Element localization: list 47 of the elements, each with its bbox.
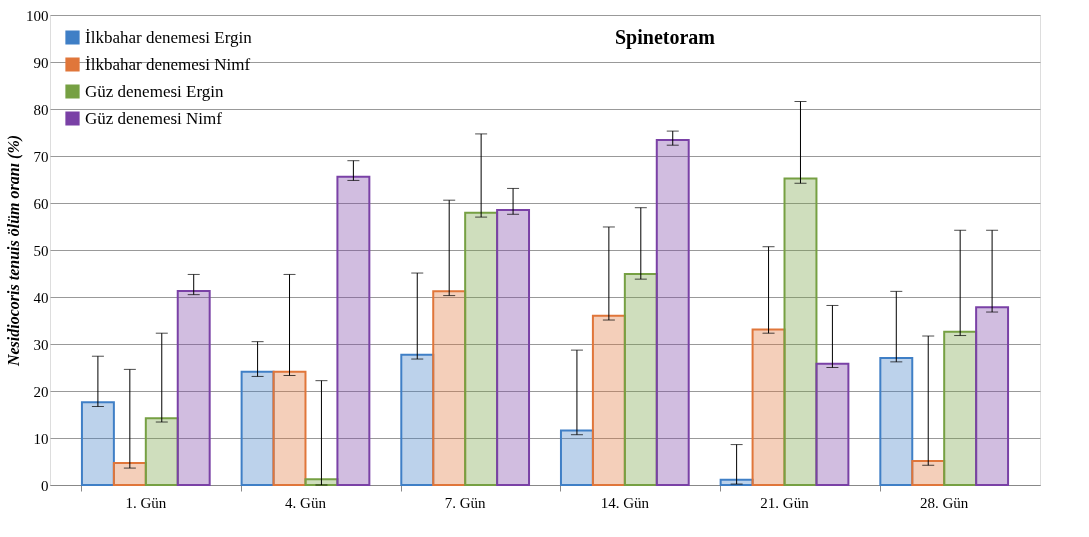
bar xyxy=(975,306,1010,486)
bar xyxy=(272,370,307,486)
bar xyxy=(655,139,690,486)
bar xyxy=(815,362,850,486)
y-tick-label: 80 xyxy=(33,101,49,118)
bar xyxy=(112,461,147,486)
bar xyxy=(623,272,658,486)
y-tick-label: 10 xyxy=(33,430,49,447)
y-tick-label: 50 xyxy=(33,242,49,259)
y-tick-label: 70 xyxy=(33,148,49,165)
bar xyxy=(783,177,818,486)
legend-label: Güz denemesi Nimf xyxy=(85,108,223,128)
x-tick-label: 28. Gün xyxy=(920,494,969,511)
bar xyxy=(751,328,786,486)
text: Spinetoram xyxy=(615,26,716,49)
bar xyxy=(144,417,179,486)
bar xyxy=(432,290,467,486)
bar xyxy=(336,175,371,486)
x-tick-label: 21. Gün xyxy=(760,494,810,511)
x-tick-label: 1. Gün xyxy=(125,494,167,511)
bar xyxy=(176,289,211,486)
bar xyxy=(496,209,531,486)
bar xyxy=(240,370,275,486)
y-tick-label: 40 xyxy=(33,289,49,306)
bar xyxy=(400,353,435,486)
y-tick-label: 0 xyxy=(41,477,49,494)
y-axis-title: Nesidiocoris tenuis ölüm oranı (%) xyxy=(5,134,23,368)
y-tick-label: 20 xyxy=(33,383,49,400)
bar xyxy=(719,478,754,486)
x-tick-label: 4. Gün xyxy=(285,494,327,511)
bar xyxy=(304,478,339,486)
bar xyxy=(943,330,978,486)
y-tick-label: 90 xyxy=(33,54,49,71)
bar xyxy=(591,314,626,486)
legend-label: İlkbahar denemesi Nimf xyxy=(85,54,251,74)
y-tick-label: 100 xyxy=(26,7,49,24)
bar xyxy=(559,429,594,486)
y-tick-label: 60 xyxy=(33,195,49,212)
bar xyxy=(464,211,499,486)
y-tick-label: 30 xyxy=(33,336,49,353)
bar xyxy=(911,460,946,486)
bar xyxy=(879,357,914,486)
bar xyxy=(80,401,115,486)
x-tick-label: 7. Gün xyxy=(444,494,487,511)
legend-label: İlkbahar denemesi Ergin xyxy=(85,27,253,47)
legend-label: Güz denemesi Ergin xyxy=(85,81,224,101)
x-tick-label: 14. Gün xyxy=(600,494,650,511)
